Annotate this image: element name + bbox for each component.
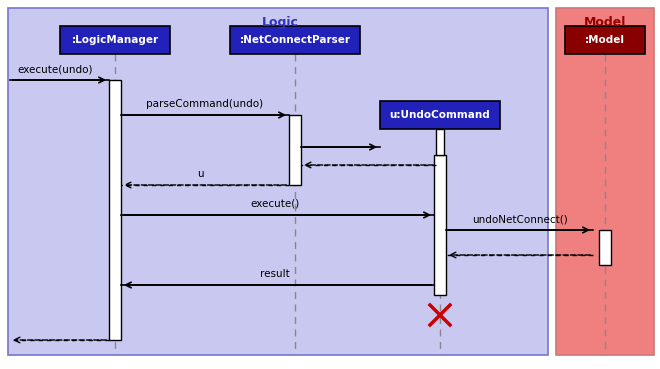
Text: :LogicManager: :LogicManager [71, 35, 158, 45]
Text: Logic: Logic [261, 16, 298, 29]
Text: undoNetConnect(): undoNetConnect() [472, 214, 568, 224]
Text: :NetConnectParser: :NetConnectParser [240, 35, 350, 45]
Text: execute(undo): execute(undo) [17, 64, 93, 74]
Bar [556, 8, 654, 355]
Bar [8, 8, 548, 355]
Bar [289, 115, 301, 185]
Bar [436, 129, 444, 155]
Bar [230, 26, 360, 54]
Bar [60, 26, 170, 54]
Text: result: result [260, 269, 290, 279]
Bar [565, 26, 645, 54]
Bar [109, 80, 121, 340]
Text: u:UndoCommand: u:UndoCommand [389, 110, 490, 120]
Text: execute(): execute() [250, 199, 300, 209]
Bar [599, 230, 611, 265]
Text: :Model: :Model [585, 35, 625, 45]
Text: u: u [197, 169, 203, 179]
Text: parseCommand(undo): parseCommand(undo) [147, 99, 263, 109]
Text: Model: Model [584, 16, 626, 29]
Bar [434, 155, 446, 295]
Bar [380, 101, 500, 129]
